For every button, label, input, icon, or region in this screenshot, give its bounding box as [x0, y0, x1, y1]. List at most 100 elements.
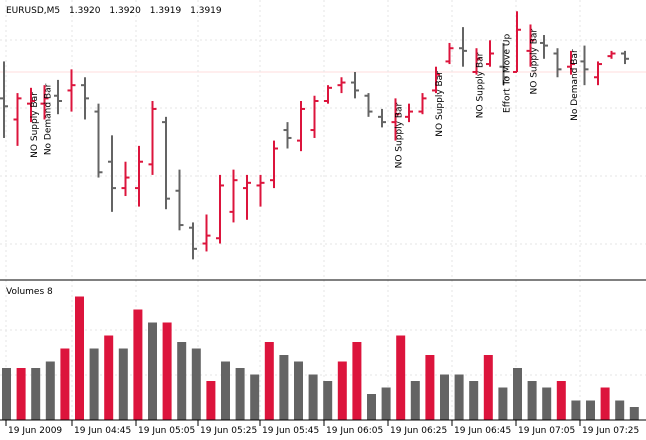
volume-panel-label: Volumes 8: [6, 287, 53, 297]
volume-bar: [60, 348, 70, 420]
price-bar: [486, 40, 494, 67]
volume-bar: [89, 348, 99, 420]
annotation-label: NO Supply Bar: [395, 102, 405, 168]
price-bar: [27, 87, 35, 123]
price-bar: [513, 11, 521, 73]
time-label: 19 Jun 05:05: [138, 426, 195, 436]
time-label: 19 Jun 04:45: [74, 426, 131, 436]
annotation-label: NO Supply Bar: [435, 71, 445, 137]
annotation-label: NO Supply Bar: [530, 29, 540, 95]
time-label: 19 Jun 06:25: [390, 426, 447, 436]
time-label: 19 Jun 2009: [8, 426, 62, 436]
price-bar: [162, 116, 170, 210]
annotation-label: Effort To Move Up: [503, 34, 513, 113]
price-bar: [0, 61, 8, 138]
close-value: 1.3919: [190, 6, 222, 16]
annotation-label: NO Supply Bar: [30, 92, 40, 158]
volume-bar: [2, 368, 11, 420]
price-bar: [324, 85, 332, 104]
price-bar: [310, 95, 319, 138]
price-bar: [270, 140, 278, 189]
price-bar: [418, 93, 427, 115]
price-bar: [391, 98, 400, 141]
symbol-label: EURUSD,M5: [6, 6, 61, 16]
volume-bar: [104, 335, 114, 420]
price-bar: [283, 122, 292, 149]
price-bar: [81, 77, 89, 120]
volume-bar: [571, 400, 581, 420]
volume-bar: [586, 400, 595, 420]
volume-bar: [308, 374, 318, 420]
price-bar: [553, 48, 562, 78]
volume-bar: [45, 361, 55, 420]
volume-bar: [425, 355, 435, 420]
price-bar: [229, 169, 238, 223]
price-bar: [594, 61, 602, 86]
price-bar: [472, 48, 481, 75]
volume-bar: [31, 368, 41, 420]
volume-bar: [221, 361, 230, 420]
high-value: 1.3920: [109, 6, 141, 16]
price-bar: [364, 93, 373, 117]
volume-bar: [323, 381, 333, 420]
price-bar: [121, 161, 130, 197]
price-bar: [256, 174, 265, 207]
price-bar: [526, 24, 535, 67]
volume-bar: [177, 342, 187, 420]
volume-bar: [513, 368, 522, 420]
low-value: 1.3919: [149, 6, 182, 16]
price-bar: [405, 103, 413, 123]
price-bar: [337, 77, 346, 94]
volume-bar: [148, 322, 157, 420]
time-label: 19 Jun 07:05: [518, 426, 575, 436]
time-label: 19 Jun 05:45: [262, 426, 319, 436]
price-bar: [67, 69, 76, 112]
price-bars: [0, 11, 629, 260]
time-label: 19 Jun 06:45: [454, 426, 511, 436]
volume-bar: [469, 381, 479, 420]
price-bar: [175, 169, 184, 231]
volume-bar: [337, 361, 347, 420]
price-bar: [216, 174, 224, 244]
volume-bar: [250, 374, 260, 420]
open-value: 1.3920: [69, 6, 101, 16]
price-bar: [607, 50, 616, 59]
volume-bar: [279, 355, 289, 420]
price-bar: [243, 174, 251, 220]
volume-bar: [16, 368, 26, 420]
volume-bar: [615, 400, 625, 420]
time-label: 19 Jun 06:05: [326, 426, 383, 436]
annotation-label: No Demand Bar: [570, 49, 580, 121]
price-bar: [499, 42, 508, 86]
price-bar: [148, 101, 157, 175]
volume-bar: [352, 342, 362, 420]
volume-bar: [235, 368, 245, 420]
volume-bar: [133, 309, 143, 420]
volume-bar: [294, 361, 303, 420]
annotation-label: NO Supply Bar: [476, 52, 486, 118]
price-bar: [445, 42, 454, 65]
volume-bar: [527, 381, 537, 420]
volume-bar: [556, 381, 566, 420]
price-bar: [432, 66, 440, 94]
price-bar: [459, 27, 467, 67]
volume-bar: [498, 387, 508, 420]
price-bar: [378, 108, 386, 128]
price-bar: [108, 135, 116, 212]
price-bar: [540, 35, 548, 59]
volume-bar: [191, 348, 201, 420]
volume-bar: [542, 387, 552, 420]
time-label: 19 Jun 05:25: [200, 426, 257, 436]
annotations: NO Supply Bar No Demand Bar NO Supply Bar N…: [30, 29, 580, 169]
chart-title: EURUSD,M5 1.3920 1.3920 1.3919 1.3919: [6, 6, 228, 16]
volume-bar: [75, 296, 84, 420]
price-bar: [13, 93, 22, 146]
volume-bars: [2, 296, 639, 420]
time-label: 19 Jun 07:25: [582, 426, 639, 436]
price-bar: [567, 50, 575, 75]
price-bar: [54, 79, 62, 115]
volume-bar: [264, 342, 274, 420]
price-bar: [94, 103, 103, 178]
